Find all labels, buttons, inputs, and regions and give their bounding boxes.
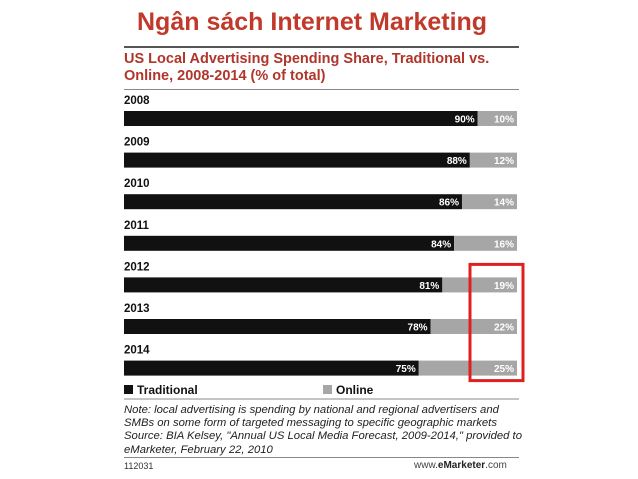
traditional-label-2014: 75% [396, 364, 416, 375]
traditional-bar-2012 [124, 277, 443, 293]
highlight-box [468, 262, 525, 383]
traditional-label-2011: 84% [431, 239, 451, 250]
online-label-2013: 22% [494, 323, 514, 334]
traditional-label-2008: 90% [455, 115, 475, 126]
online-bar-2011 [454, 235, 517, 251]
chart-note: Note: local advertising is spending by n… [124, 404, 524, 457]
chart-title: US Local Advertising Spending Share, Tra… [124, 51, 490, 84]
legend-online-label: Online [336, 383, 374, 397]
online-bar-2008 [477, 111, 517, 126]
online-bar-2014 [418, 360, 517, 376]
traditional-bar-2013 [124, 319, 431, 334]
site-prefix: www. [414, 460, 438, 471]
online-label-2009: 12% [494, 156, 514, 167]
online-label-2010: 14% [494, 198, 514, 209]
online-bar-2010 [461, 194, 517, 210]
traditional-label-2012: 81% [419, 281, 439, 292]
year-label-2012: 2012 [124, 261, 150, 273]
slide-title: Ngân sách Internet Marketing [137, 8, 488, 36]
year-label-2009: 2009 [124, 137, 150, 149]
traditional-bar-2014 [124, 360, 419, 376]
year-label-2014: 2014 [124, 345, 150, 357]
traditional-bar-2011 [124, 235, 455, 251]
bottom-divider [124, 457, 519, 458]
online-bar-2013 [430, 319, 517, 334]
online-label-2011: 16% [494, 239, 514, 250]
legend-traditional-swatch [124, 385, 133, 394]
top-divider [124, 46, 519, 48]
online-bar-2012 [442, 277, 517, 293]
traditional-bar-2010 [124, 194, 462, 210]
source-site: www.eMarketer.com [414, 460, 507, 471]
online-bar-2009 [469, 152, 517, 168]
traditional-label-2013: 78% [408, 323, 428, 334]
traditional-bar-2008 [124, 111, 478, 126]
year-label-2011: 2011 [124, 220, 150, 232]
year-label-2013: 2013 [124, 303, 150, 315]
chart-code: 112031 [124, 461, 154, 471]
online-label-2012: 19% [494, 281, 514, 292]
title-divider [124, 89, 519, 90]
legend-traditional-label: Traditional [137, 383, 198, 397]
online-label-2014: 25% [494, 364, 514, 375]
note-text: Note: local advertising is spending by n… [124, 404, 499, 430]
traditional-label-2010: 86% [439, 198, 459, 209]
site-brand: eMarketer [437, 460, 486, 471]
legend-online-swatch [323, 385, 332, 394]
year-label-2010: 2010 [124, 178, 150, 190]
traditional-label-2009: 88% [447, 156, 467, 167]
site-suffix: .com [485, 460, 507, 471]
online-label-2008: 10% [494, 115, 514, 126]
traditional-bar-2009 [124, 152, 470, 168]
year-label-2008: 2008 [124, 95, 150, 107]
source-text: Source: BIA Kelsey, "Annual US Local Med… [124, 430, 522, 456]
